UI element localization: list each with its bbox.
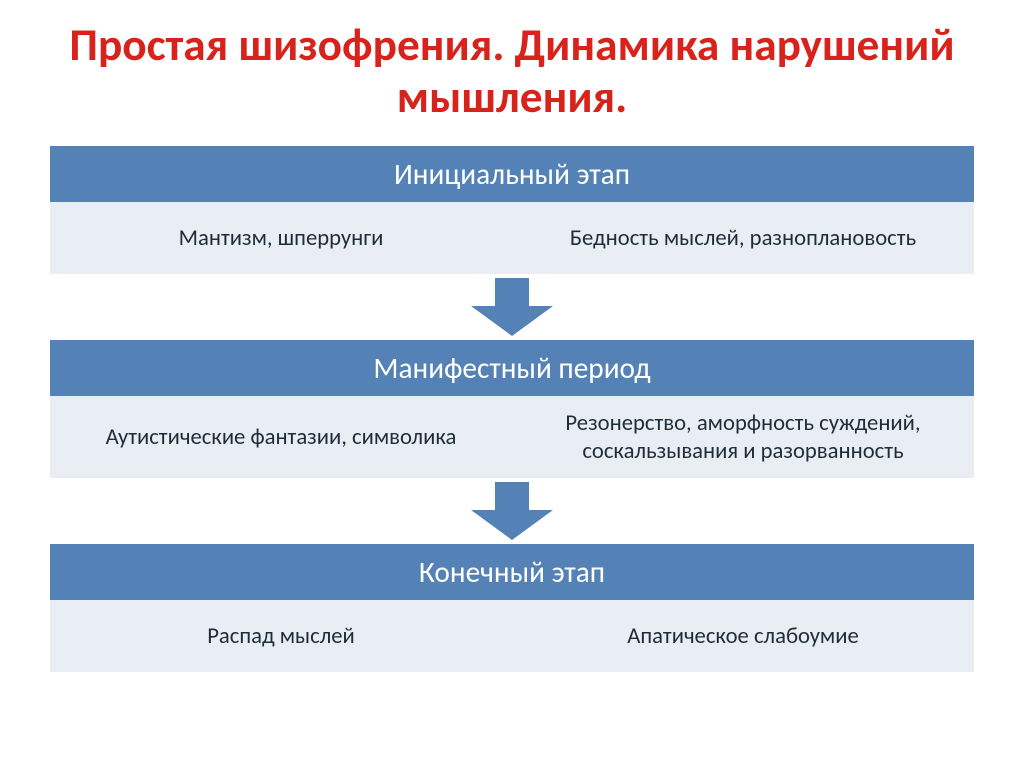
stage-cell: Апатическое слабоумие [512, 600, 974, 672]
stage-body: Мантизм, шперрунгиБедность мыслей, разно… [50, 202, 974, 274]
stage-header: Инициальный этап [50, 146, 974, 202]
page-title: Простая шизофрения. Динамика нарушений м… [50, 20, 974, 124]
stage-header: Манифестный период [50, 340, 974, 396]
flow-stage: Инициальный этапМантизм, шперрунгиБеднос… [50, 146, 974, 274]
flow-diagram: Инициальный этапМантизм, шперрунгиБеднос… [50, 146, 974, 672]
flow-arrow [50, 478, 974, 544]
stage-cell: Мантизм, шперрунги [50, 202, 512, 274]
stage-header: Конечный этап [50, 544, 974, 600]
flow-arrow [50, 274, 974, 340]
stage-cell: Резонерство, аморфность суждений, соскал… [512, 396, 974, 478]
flow-stage: Конечный этапРаспад мыслейАпатическое сл… [50, 544, 974, 672]
stage-cell: Аутистические фантазии, символика [50, 396, 512, 478]
flow-stage: Манифестный периодАутистические фантазии… [50, 340, 974, 478]
stage-cell: Распад мыслей [50, 600, 512, 672]
stage-cell: Бедность мыслей, разноплановость [512, 202, 974, 274]
stage-body: Распад мыслейАпатическое слабоумие [50, 600, 974, 672]
stage-body: Аутистические фантазии, символикаРезонер… [50, 396, 974, 478]
